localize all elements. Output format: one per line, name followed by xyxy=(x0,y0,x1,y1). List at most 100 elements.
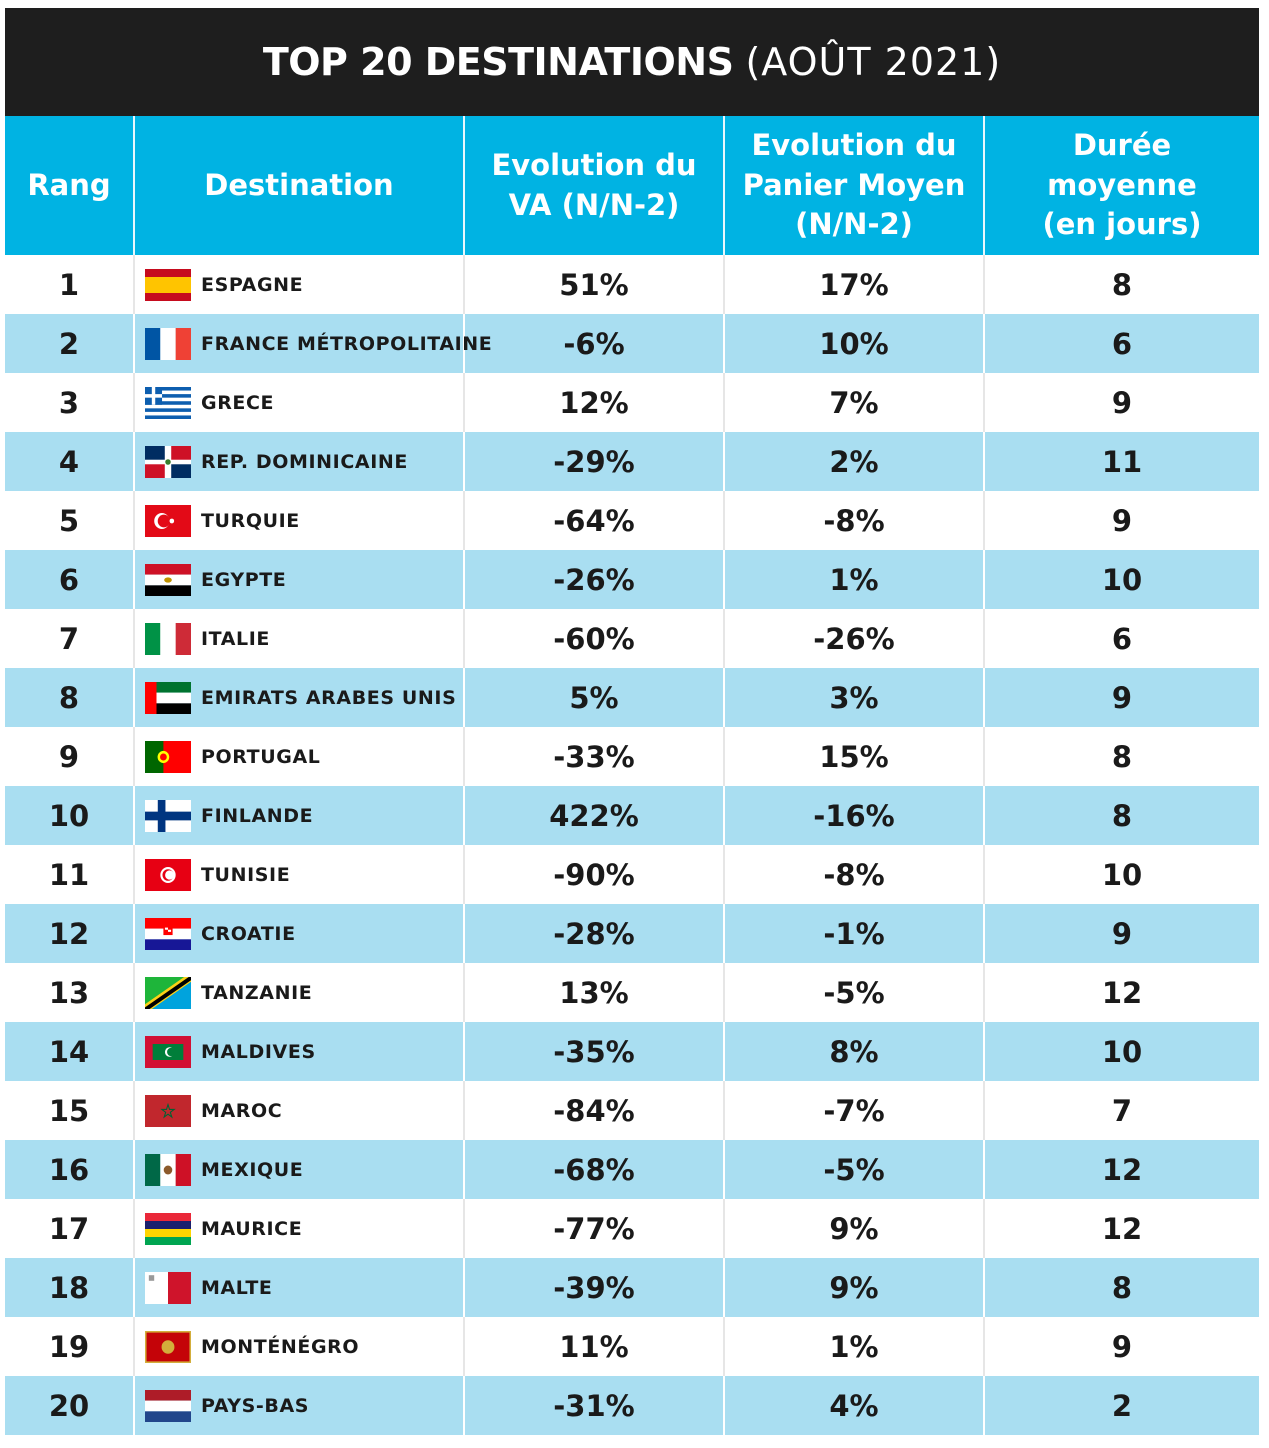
rank-cell: 14 xyxy=(5,1022,135,1081)
duree-cell: 9 xyxy=(1111,503,1133,538)
table-row: 13 TANZANIE 13% -5% 12 xyxy=(5,963,1259,1022)
panier-evolution-cell: 8% xyxy=(725,1022,985,1081)
france-flag-icon xyxy=(145,327,191,360)
table-row: 14 MALDIVES -35% 8% 10 xyxy=(5,1022,1259,1081)
va-evolution-cell: -39% xyxy=(465,1258,725,1317)
header-rang: Rang xyxy=(5,116,135,255)
va-evolution-cell: -77% xyxy=(465,1199,725,1258)
table-row: 1 ESPAGNE 51% 17% 8 xyxy=(5,255,1259,314)
destination-name: MALTE xyxy=(201,1276,273,1299)
panier-evolution-cell: 9% xyxy=(725,1258,985,1317)
panier-evolution-cell: 9% xyxy=(725,1199,985,1258)
va-evolution-cell: 12% xyxy=(465,373,725,432)
montenegro-flag-icon xyxy=(145,1330,191,1363)
table-row: 3 GRECE 12% 7% 9 xyxy=(5,373,1259,432)
va-evolution-cell: 11% xyxy=(465,1317,725,1376)
header-evolution-va: Evolution du VA (N/N-2) xyxy=(465,116,725,255)
va-evolution-cell: -33% xyxy=(465,727,725,786)
destination-name: ESPAGNE xyxy=(201,273,304,296)
va-evolution-cell: -84% xyxy=(465,1081,725,1140)
panier-evolution-cell: 7% xyxy=(725,373,985,432)
table-row: 15 MAROC -84% -7% 7 xyxy=(5,1081,1259,1140)
destination-cell: FRANCE MÉTROPOLITAINE xyxy=(135,314,492,373)
destination-name: TANZANIE xyxy=(201,981,313,1004)
duree-cell: 9 xyxy=(1111,680,1133,715)
netherlands-flag-icon xyxy=(145,1389,191,1422)
table-row: 4 REP. DOMINICAINE -29% 2% 11 xyxy=(5,432,1259,491)
duree-cell: 9 xyxy=(1111,1329,1133,1364)
destination-name: FRANCE MÉTROPOLITAINE xyxy=(201,332,493,355)
rank-cell: 5 xyxy=(5,491,135,550)
rank-cell: 18 xyxy=(5,1258,135,1317)
destination-cell: PAYS-BAS xyxy=(135,1376,465,1435)
panier-evolution-cell: -8% xyxy=(725,491,985,550)
duree-cell: 8 xyxy=(1111,798,1133,833)
destination-name: FINLANDE xyxy=(201,804,314,827)
greece-flag-icon xyxy=(145,386,191,419)
uae-flag-icon xyxy=(145,681,191,714)
va-evolution-cell: -64% xyxy=(465,491,725,550)
duree-cell: 10 xyxy=(1101,562,1143,597)
egypt-flag-icon xyxy=(145,563,191,596)
rank-cell: 8 xyxy=(5,668,135,727)
va-evolution-cell: 13% xyxy=(465,963,725,1022)
va-evolution-cell: 422% xyxy=(465,786,725,845)
destination-cell: PORTUGAL xyxy=(135,727,465,786)
destination-cell: TUNISIE xyxy=(135,845,465,904)
destination-cell: CROATIE xyxy=(135,904,465,963)
duree-cell: 12 xyxy=(1101,1211,1143,1246)
destination-name: MAURICE xyxy=(201,1217,303,1240)
panier-evolution-cell: 2% xyxy=(725,432,985,491)
table-row: 16 MEXIQUE -68% -5% 12 xyxy=(5,1140,1259,1199)
destination-name: MALDIVES xyxy=(201,1040,316,1063)
va-evolution-cell: -31% xyxy=(465,1376,725,1435)
panier-evolution-cell: -16% xyxy=(725,786,985,845)
panier-evolution-cell: 10% xyxy=(725,314,985,373)
malta-flag-icon xyxy=(145,1271,191,1304)
table-header: Rang Destination Evolution du VA (N/N-2)… xyxy=(5,116,1259,255)
header-duree: Durée moyenne (en jours) xyxy=(985,116,1259,255)
header-destination: Destination xyxy=(135,116,465,255)
finland-flag-icon xyxy=(145,799,191,832)
tanzania-flag-icon xyxy=(145,976,191,1009)
destination-name: MAROC xyxy=(201,1099,283,1122)
rank-cell: 6 xyxy=(5,550,135,609)
destination-name: MEXIQUE xyxy=(201,1158,304,1181)
destination-cell: REP. DOMINICAINE xyxy=(135,432,465,491)
rank-cell: 7 xyxy=(5,609,135,668)
panier-evolution-cell: -7% xyxy=(725,1081,985,1140)
table-row: 20 PAYS-BAS -31% 4% 2 xyxy=(5,1376,1259,1435)
destination-cell: MALTE xyxy=(135,1258,465,1317)
panier-evolution-cell: 15% xyxy=(725,727,985,786)
table-row: 19 MONTÉNÉGRO 11% 1% 9 xyxy=(5,1317,1259,1376)
morocco-flag-icon xyxy=(145,1094,191,1127)
duree-cell: 12 xyxy=(1101,975,1143,1010)
rank-cell: 3 xyxy=(5,373,135,432)
destination-cell: MEXIQUE xyxy=(135,1140,465,1199)
destination-name: PAYS-BAS xyxy=(201,1394,310,1417)
duree-cell: 10 xyxy=(1101,1034,1143,1069)
table-row: 10 FINLANDE 422% -16% 8 xyxy=(5,786,1259,845)
table-row: 5 TURQUIE -64% -8% 9 xyxy=(5,491,1259,550)
duree-cell: 8 xyxy=(1111,1270,1133,1305)
table-row: 9 PORTUGAL -33% 15% 8 xyxy=(5,727,1259,786)
va-evolution-cell: -68% xyxy=(465,1140,725,1199)
title-period: (AOÛT 2021) xyxy=(745,40,1002,84)
destination-cell: EMIRATS ARABES UNIS xyxy=(135,668,465,727)
tunisia-flag-icon xyxy=(145,858,191,891)
table-row: 6 EGYPTE -26% 1% 10 xyxy=(5,550,1259,609)
dominican-republic-flag-icon xyxy=(145,445,191,478)
panier-evolution-cell: 1% xyxy=(725,550,985,609)
panier-evolution-cell: -5% xyxy=(725,1140,985,1199)
duree-cell: 9 xyxy=(1111,916,1133,951)
destination-cell: MAURICE xyxy=(135,1199,465,1258)
destination-name: EMIRATS ARABES UNIS xyxy=(201,686,457,709)
table-row: 11 TUNISIE -90% -8% 10 xyxy=(5,845,1259,904)
panier-evolution-cell: 3% xyxy=(725,668,985,727)
va-evolution-cell: -29% xyxy=(465,432,725,491)
duree-cell: 6 xyxy=(1111,326,1133,361)
destination-name: EGYPTE xyxy=(201,568,287,591)
table-row: 12 CROATIE -28% -1% 9 xyxy=(5,904,1259,963)
rank-cell: 1 xyxy=(5,255,135,314)
destination-name: CROATIE xyxy=(201,922,296,945)
